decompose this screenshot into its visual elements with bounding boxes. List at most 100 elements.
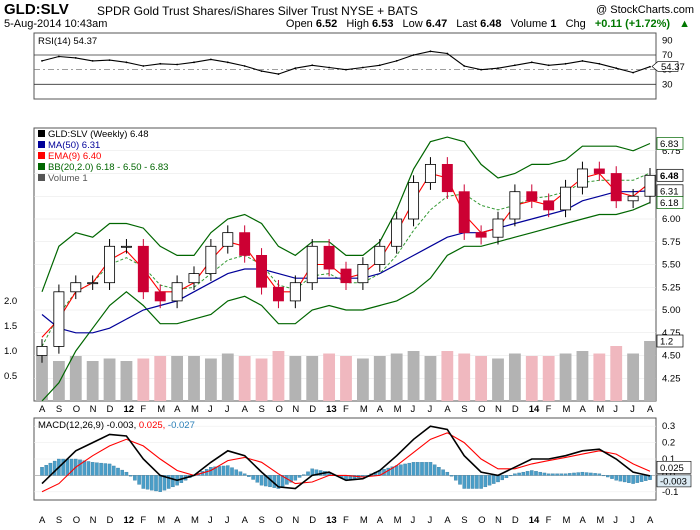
macd-histogram-bar	[213, 466, 217, 476]
candle-body	[340, 268, 352, 284]
macd-histogram-bar	[52, 460, 57, 476]
volume-label: Volume	[510, 18, 548, 30]
macd-histogram-bar	[614, 475, 618, 481]
rsi-point	[412, 54, 415, 56]
x-axis-label: A	[377, 404, 384, 415]
macd-histogram-bar	[449, 475, 454, 477]
bb-upper-line	[41, 136, 651, 293]
candle-body	[391, 218, 403, 247]
candle-body	[610, 173, 622, 202]
rsi-point	[311, 64, 314, 67]
macd-legend: MACD(12,26,9) -0.003, 0.025, -0.027	[38, 420, 195, 431]
macd-last-tag	[656, 474, 692, 488]
x-axis-label: O	[275, 515, 282, 526]
legend-ema9-swatch	[38, 152, 45, 159]
x-axis-label: 14	[529, 515, 540, 526]
macd-histogram-bar	[255, 475, 260, 483]
macd-histogram-bar	[86, 461, 91, 476]
legend-volume-swatch	[38, 174, 45, 181]
rsi-point	[615, 67, 618, 70]
rsi-point	[260, 70, 263, 73]
macd-histogram-bar	[622, 475, 627, 483]
volume-bar	[323, 353, 336, 401]
x-axis-label: J	[208, 515, 213, 526]
x-axis-label: 12	[123, 515, 134, 526]
macd-histogram-bar	[314, 469, 319, 476]
macd-histogram-bar	[394, 465, 399, 476]
macd-tick-label: 0.1	[662, 454, 675, 465]
volume-bar	[69, 356, 82, 401]
rsi-panel	[33, 32, 657, 100]
x-axis-label: M	[596, 404, 604, 415]
candle-body	[627, 195, 639, 202]
macd-histogram-bar	[69, 458, 74, 476]
candle-body	[526, 191, 538, 202]
macd-histogram-bar	[635, 475, 640, 483]
x-axis-label: D	[309, 404, 316, 415]
volume-bar	[238, 356, 251, 401]
legend-ma50-swatch	[38, 141, 45, 148]
x-axis-label: 13	[326, 404, 337, 415]
x-axis-label: S	[461, 515, 467, 526]
x-axis-label: A	[377, 515, 384, 526]
rsi-point	[41, 59, 43, 62]
macd-histogram-bar	[639, 475, 644, 482]
volume-tick-label: 1.5	[4, 321, 17, 332]
rsi-point	[57, 55, 60, 58]
macd-histogram-bar	[424, 462, 428, 476]
macd-histogram-bar	[158, 475, 162, 492]
volume-bar	[154, 356, 167, 401]
macd-histogram-bar	[487, 475, 492, 486]
macd-histogram-bar	[445, 471, 450, 476]
x-axis-label: A	[579, 515, 586, 526]
macd-histogram-bar	[568, 473, 572, 476]
x-axis-label: N	[292, 515, 299, 526]
x-axis-label: M	[596, 515, 604, 526]
x-axis-label: N	[495, 404, 502, 415]
volume-bar	[188, 356, 200, 401]
price-tick-label: 6.00	[662, 214, 681, 225]
last-label: Last	[456, 18, 478, 30]
macd-histogram-bar	[475, 475, 479, 489]
rsi-point	[649, 65, 651, 68]
copyright[interactable]: @ StockCharts.com	[596, 4, 694, 16]
macd-histogram-bar	[103, 463, 108, 476]
macd-histogram-bar	[217, 466, 222, 476]
macd-histogram-bar	[555, 473, 559, 476]
macd-histogram-bar	[116, 467, 120, 476]
x-axis-label: A	[174, 515, 181, 526]
x-axis-label: F	[343, 404, 349, 415]
x-axis-label: M	[360, 404, 368, 415]
rsi-tick-label: 30	[662, 79, 673, 90]
rsi-title: RSI(14) 54.37	[38, 36, 97, 47]
x-axis-label: N	[90, 404, 97, 415]
volume-bar	[593, 353, 606, 401]
x-axis-label: S	[461, 404, 467, 415]
volume-bar	[627, 353, 640, 401]
rsi-point	[328, 66, 331, 69]
rsi-point	[176, 63, 179, 66]
x-axis-label: 13	[326, 515, 337, 526]
macd-histogram-bar	[411, 462, 416, 476]
macd-histogram-bar	[584, 472, 589, 476]
chart-header: GLD:SLV SPDR Gold Trust Shares/iShares S…	[0, 0, 700, 30]
rsi-point	[159, 62, 162, 65]
rsi-point	[530, 61, 533, 64]
volume-bar	[441, 351, 454, 401]
price-last-tag	[656, 137, 684, 150]
x-axis-label: J	[613, 515, 618, 526]
macd-histogram-bar	[238, 471, 243, 476]
candle-body	[492, 218, 504, 238]
macd-signal-line	[41, 432, 651, 493]
x-axis-label: A	[39, 515, 46, 526]
rsi-point	[378, 64, 381, 67]
macd-histogram-bar	[606, 475, 610, 478]
macd-histogram-bar	[145, 475, 150, 490]
macd-histogram-bar	[78, 459, 82, 476]
macd-line	[41, 425, 651, 490]
x-axis-label: M	[360, 515, 368, 526]
rsi-point	[446, 52, 449, 55]
volume-bar	[120, 361, 133, 401]
macd-histogram-bar	[44, 464, 48, 476]
x-axis-label: M	[563, 515, 571, 526]
